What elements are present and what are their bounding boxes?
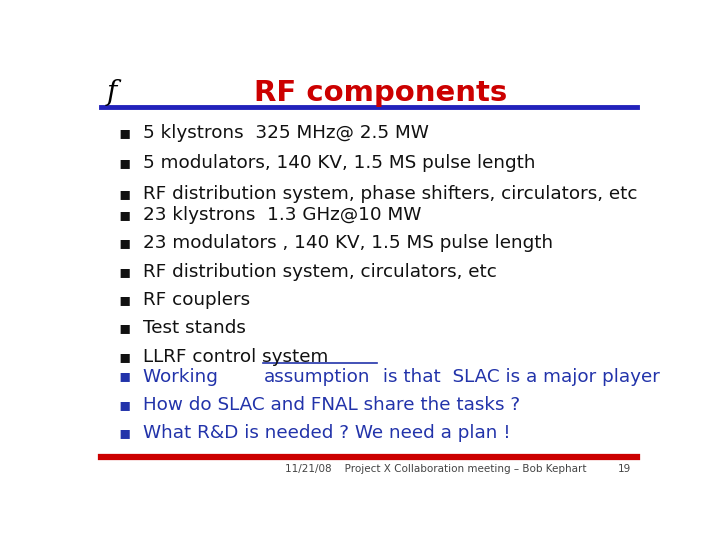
Text: Test stands: Test stands (143, 319, 246, 338)
Text: ▪: ▪ (118, 185, 130, 202)
Text: 23 modulators , 140 KV, 1.5 MS pulse length: 23 modulators , 140 KV, 1.5 MS pulse len… (143, 234, 553, 252)
Text: f: f (107, 79, 117, 106)
Text: ▪: ▪ (118, 424, 130, 442)
Text: ▪: ▪ (118, 124, 130, 142)
Text: How do SLAC and FNAL share the tasks ?: How do SLAC and FNAL share the tasks ? (143, 396, 520, 414)
Text: RF couplers: RF couplers (143, 291, 250, 309)
Text: ▪: ▪ (118, 368, 130, 386)
Text: 11/21/08    Project X Collaboration meeting – Bob Kephart: 11/21/08 Project X Collaboration meeting… (285, 464, 587, 474)
Text: 5 klystrons  325 MHz@ 2.5 MW: 5 klystrons 325 MHz@ 2.5 MW (143, 124, 429, 142)
Text: ▪: ▪ (118, 319, 130, 338)
Text: 23 klystrons  1.3 GHz@10 MW: 23 klystrons 1.3 GHz@10 MW (143, 206, 421, 224)
Text: ▪: ▪ (118, 154, 130, 172)
Text: RF distribution system, phase shifters, circulators, etc: RF distribution system, phase shifters, … (143, 185, 637, 202)
Text: ▪: ▪ (118, 291, 130, 309)
Text: ▪: ▪ (118, 206, 130, 224)
Text: RF distribution system, circulators, etc: RF distribution system, circulators, etc (143, 263, 497, 281)
Text: ▪: ▪ (118, 234, 130, 252)
Text: ▪: ▪ (118, 396, 130, 414)
Text: Working: Working (143, 368, 224, 386)
Text: 5 modulators, 140 KV, 1.5 MS pulse length: 5 modulators, 140 KV, 1.5 MS pulse lengt… (143, 154, 536, 172)
Text: RF components: RF components (253, 79, 507, 107)
Text: ▪: ▪ (118, 348, 130, 366)
Text: 19: 19 (618, 464, 631, 474)
Text: What R&D is needed ? We need a plan !: What R&D is needed ? We need a plan ! (143, 424, 510, 442)
Text: LLRF control system: LLRF control system (143, 348, 328, 366)
Text: assumption: assumption (264, 368, 370, 386)
Text: is that  SLAC is a major player: is that SLAC is a major player (377, 368, 660, 386)
Text: ▪: ▪ (118, 263, 130, 281)
